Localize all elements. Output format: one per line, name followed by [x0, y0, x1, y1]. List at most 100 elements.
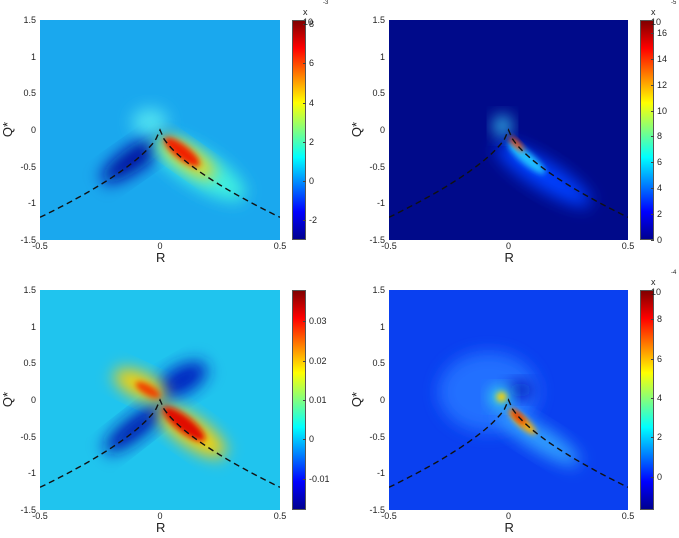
y-tick-label: 1 — [379, 51, 385, 62]
heatmap-plot-area — [40, 290, 280, 510]
x-tick-label: 0 — [157, 511, 163, 521]
x-axis-label: R — [156, 520, 166, 535]
colorbar — [640, 290, 654, 510]
colorbar-tick-label: 6 — [309, 58, 315, 69]
y-tick-label: -1 — [27, 468, 36, 479]
heatmap-plot-area — [389, 290, 628, 510]
colorbar-exponent: -4 — [671, 270, 677, 276]
colorbar-tick-mark — [651, 84, 654, 86]
colorbar-tick-label: 14 — [657, 53, 668, 64]
y-axis-label: Q* — [0, 391, 16, 408]
colorbar-tick-label: 6 — [657, 353, 663, 364]
colorbar-tick-mark — [303, 63, 306, 65]
y-tick-label: -0.5 — [369, 161, 385, 172]
colorbar-tick-mark — [303, 102, 306, 104]
colorbar-tick-label: -0.01 — [309, 473, 330, 484]
colorbar-tick-label: 0 — [657, 235, 663, 245]
colorbar-tick-label: 0.01 — [309, 395, 327, 405]
y-tick-label: 1.5 — [372, 285, 385, 295]
y-tick-label: 0.5 — [372, 88, 385, 99]
colorbar-tick-mark — [303, 400, 306, 401]
x-tick-label: 0 — [505, 511, 511, 521]
y-tick-label: 1 — [379, 321, 385, 332]
colorbar-tick-label: 0 — [657, 471, 663, 482]
colorbar-tick-mark — [303, 321, 306, 323]
colorbar-tick-mark — [651, 32, 654, 34]
x-tick-label: 0.5 — [621, 511, 635, 521]
y-tick-label: -1.5 — [369, 505, 385, 515]
colorbar-tick-mark — [303, 478, 306, 480]
y-tick-label: 1 — [30, 321, 36, 332]
colorbar-tick-label: 4 — [309, 97, 315, 108]
colorbar-multiplier: x 10 — [651, 277, 662, 297]
y-tick-label: -1 — [376, 468, 385, 479]
y-tick-label: 1.5 — [23, 15, 36, 25]
colorbar-tick-mark — [303, 141, 306, 143]
x-tick-label: 0.5 — [273, 241, 287, 251]
y-tick-label: 0 — [379, 125, 385, 135]
colorbar-tick-label: 12 — [657, 79, 668, 90]
colorbar-tick-label: 16 — [657, 27, 668, 38]
y-tick-label: 1.5 — [372, 15, 385, 25]
colorbar-tick-label: 2 — [309, 136, 315, 147]
colorbar-exponent: -3 — [323, 0, 329, 6]
colorbar-multiplier: x 10 — [303, 7, 314, 27]
colorbar-tick-label: 2 — [657, 432, 663, 443]
colorbar-tick-mark — [651, 358, 654, 360]
colorbar — [292, 20, 306, 240]
colorbar-tick-label: -2 — [309, 215, 318, 226]
colorbar-tick-label: 0 — [309, 434, 315, 445]
colorbar-tick-label: 8 — [309, 18, 315, 29]
colorbar — [640, 20, 654, 240]
colorbar-tick-label: 0.03 — [309, 316, 327, 327]
colorbar-tick-label: 2 — [657, 209, 663, 220]
colorbar-tick-mark — [651, 136, 654, 138]
y-tick-label: -0.5 — [20, 161, 36, 172]
colorbar-tick-mark — [651, 162, 654, 164]
heatmap-plot-area — [389, 20, 628, 240]
y-tick-label: 0 — [379, 395, 385, 405]
colorbar-tick-label: 0.02 — [309, 355, 327, 366]
heatmap-plot-area — [40, 20, 280, 240]
x-axis-label: R — [504, 250, 514, 265]
y-tick-label: 1.5 — [23, 285, 36, 295]
y-tick-label: -1 — [27, 198, 36, 209]
y-tick-label: 0.5 — [372, 358, 385, 369]
colorbar-tick-mark — [651, 214, 654, 216]
y-tick-label: -1.5 — [20, 235, 36, 245]
colorbar-tick-mark — [303, 220, 306, 222]
x-tick-label: -0.5 — [32, 511, 48, 521]
colorbar-tick-mark — [651, 437, 654, 439]
y-tick-label: -0.5 — [369, 431, 385, 442]
x-tick-label: 0 — [157, 241, 163, 251]
colorbar-tick-mark — [651, 476, 654, 478]
x-tick-label: 0 — [505, 241, 511, 251]
y-tick-label: 1 — [30, 51, 36, 62]
y-axis-label: Q* — [349, 121, 365, 138]
colorbar-tick-mark — [303, 181, 306, 183]
colorbar-tick-mark — [651, 188, 654, 190]
x-axis-label: R — [156, 250, 166, 265]
colorbar-tick-label: 10 — [657, 105, 668, 116]
x-tick-label: -0.5 — [381, 511, 397, 521]
colorbar-tick-mark — [303, 23, 306, 25]
colorbar-tick-mark — [651, 58, 654, 60]
x-tick-label: -0.5 — [381, 241, 397, 251]
colorbar-tick-mark — [651, 110, 654, 112]
colorbar-tick-label: 8 — [657, 131, 663, 142]
colorbar-tick-mark — [303, 439, 306, 441]
colorbar-tick-mark — [303, 360, 306, 362]
colorbar-tick-mark — [651, 240, 654, 241]
x-tick-label: 0.5 — [273, 511, 287, 521]
colorbar-tick-mark — [651, 398, 654, 400]
colorbar-tick-label: 8 — [657, 314, 663, 325]
x-tick-label: 0.5 — [621, 241, 635, 251]
colorbar-tick-label: 6 — [657, 157, 663, 168]
colorbar-tick-label: 0 — [309, 176, 315, 187]
colorbar-exponent: -5 — [671, 0, 677, 6]
y-tick-label: -1 — [376, 198, 385, 209]
x-tick-label: -0.5 — [32, 241, 48, 251]
y-tick-label: -1.5 — [20, 505, 36, 515]
colorbar-multiplier: x 10 — [651, 7, 662, 27]
y-tick-label: 0.5 — [23, 88, 36, 99]
